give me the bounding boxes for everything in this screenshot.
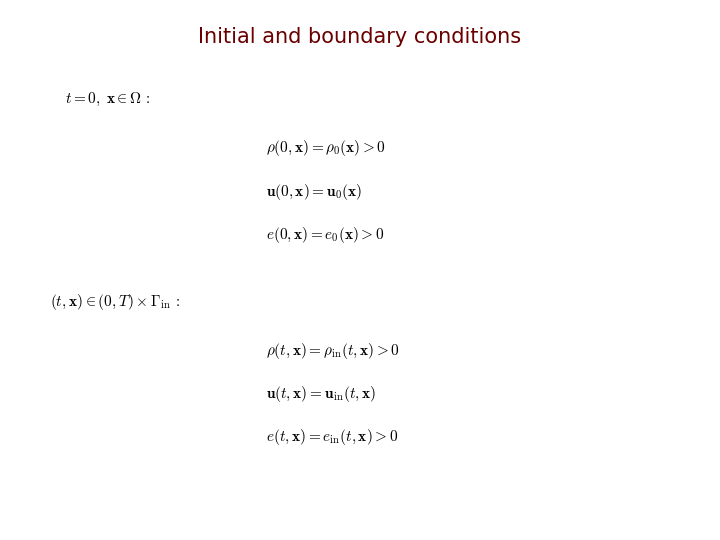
Text: $t = 0,\; \mathbf{x} \in \Omega\,:$: $t = 0,\; \mathbf{x} \in \Omega\,:$: [65, 91, 150, 109]
Text: $\rho(t, \mathbf{x}) = \rho_{\mathrm{in}}(t, \mathbf{x}) > 0$: $\rho(t, \mathbf{x}) = \rho_{\mathrm{in}…: [266, 341, 400, 361]
Text: $(t, \mathbf{x}) \in (0,T) \times \Gamma_{\mathrm{in}}\,:$: $(t, \mathbf{x}) \in (0,T) \times \Gamma…: [50, 292, 181, 313]
Text: $e(t, \mathbf{x}) = e_{\mathrm{in}}(t, \mathbf{x}) > 0$: $e(t, \mathbf{x}) = e_{\mathrm{in}}(t, \…: [266, 427, 399, 448]
Text: $\mathbf{u}(0, \mathbf{x}) = \mathbf{u}_0(\mathbf{x})$: $\mathbf{u}(0, \mathbf{x}) = \mathbf{u}_…: [266, 181, 363, 202]
Text: $\mathbf{u}(t, \mathbf{x}) = \mathbf{u}_{\mathrm{in}}(t, \mathbf{x})$: $\mathbf{u}(t, \mathbf{x}) = \mathbf{u}_…: [266, 384, 377, 404]
Text: $e(0, \mathbf{x}) = e_0(\mathbf{x}) > 0$: $e(0, \mathbf{x}) = e_0(\mathbf{x}) > 0$: [266, 225, 385, 245]
Text: $\rho(0, \mathbf{x}) = \rho_0(\mathbf{x}) > 0$: $\rho(0, \mathbf{x}) = \rho_0(\mathbf{x}…: [266, 138, 387, 159]
Text: Initial and boundary conditions: Initial and boundary conditions: [199, 27, 521, 47]
